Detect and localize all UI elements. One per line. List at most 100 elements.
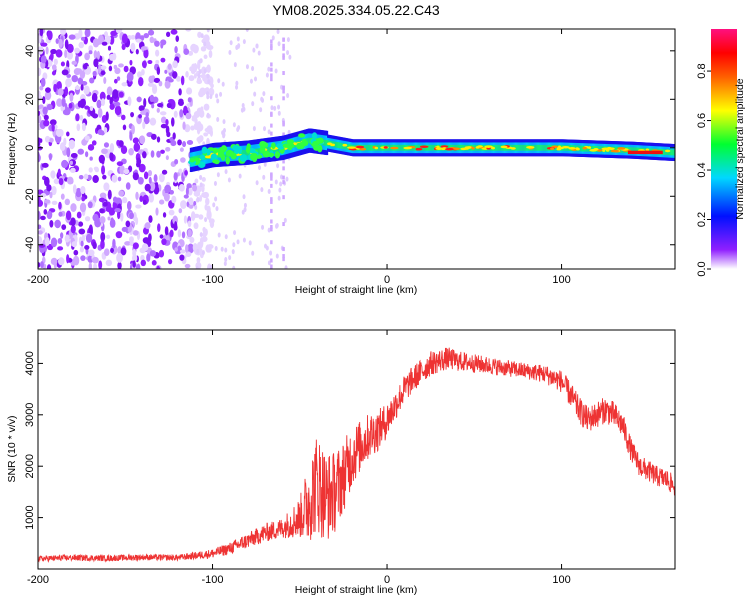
noise-speck xyxy=(184,170,188,176)
noise-speck xyxy=(224,247,228,253)
noise-speck xyxy=(115,231,123,239)
noise-speck xyxy=(114,101,121,107)
signal-hotspot xyxy=(347,146,357,149)
noise-streak xyxy=(270,131,273,136)
noise-speck xyxy=(183,194,189,199)
noise-speck xyxy=(66,176,74,185)
noise-speck xyxy=(214,245,218,251)
noise-speck xyxy=(203,41,207,47)
noise-speck xyxy=(108,53,115,61)
noise-speck xyxy=(100,239,105,250)
noise-speck xyxy=(286,50,290,56)
noise-speck xyxy=(116,161,124,167)
noise-speck xyxy=(81,98,86,107)
noise-speck xyxy=(263,161,267,167)
noise-speck xyxy=(132,172,139,181)
signal-blotch xyxy=(277,143,285,150)
signal-blotch xyxy=(286,142,295,149)
noise-speck xyxy=(157,223,161,233)
noise-speck xyxy=(94,167,100,173)
noise-speck xyxy=(126,71,134,82)
noise-speck xyxy=(130,42,136,52)
noise-speck xyxy=(180,200,187,209)
signal-blotch xyxy=(217,150,225,158)
noise-speck xyxy=(144,183,151,192)
noise-speck xyxy=(156,107,160,113)
noise-speck xyxy=(163,192,170,202)
noise-speck xyxy=(165,155,169,161)
x-tick-label: 0 xyxy=(384,574,390,586)
noise-streak xyxy=(282,89,285,94)
noise-speck xyxy=(158,173,165,183)
noise-speck xyxy=(148,233,152,242)
noise-speck xyxy=(71,60,77,65)
noise-speck xyxy=(165,146,171,152)
noise-speck xyxy=(205,197,210,206)
noise-speck xyxy=(160,123,168,129)
noise-speck xyxy=(197,73,201,79)
noise-speck xyxy=(208,87,215,97)
noise-speck xyxy=(200,106,204,113)
noise-speck xyxy=(50,237,58,248)
noise-speck xyxy=(245,64,249,70)
noise-speck xyxy=(137,177,144,185)
noise-speck xyxy=(93,262,97,269)
noise-speck xyxy=(76,211,82,219)
noise-speck xyxy=(206,64,211,73)
noise-speck xyxy=(146,253,151,262)
noise-speck xyxy=(42,96,46,105)
noise-speck xyxy=(258,165,262,171)
noise-speck xyxy=(56,81,61,89)
noise-speck xyxy=(216,98,220,104)
noise-speck xyxy=(198,135,204,142)
noise-speck xyxy=(88,249,95,257)
noise-speck xyxy=(46,184,52,192)
noise-speck xyxy=(126,201,132,211)
noise-speck xyxy=(171,195,177,204)
noise-speck xyxy=(209,94,213,100)
noise-speck xyxy=(71,241,78,248)
noise-speck xyxy=(161,238,167,246)
noise-speck xyxy=(62,109,70,116)
noise-speck xyxy=(148,193,155,203)
noise-speck xyxy=(96,99,102,109)
noise-speck xyxy=(188,187,193,196)
noise-speck xyxy=(168,209,175,216)
noise-speck xyxy=(153,174,158,183)
noise-speck xyxy=(179,254,185,261)
snr-plot-area xyxy=(38,347,675,563)
noise-speck xyxy=(185,251,192,258)
snr-series-line xyxy=(38,347,675,563)
noise-speck xyxy=(61,69,69,76)
noise-speck xyxy=(168,78,174,83)
signal-hotspot xyxy=(440,145,449,148)
noise-streak xyxy=(282,53,285,58)
noise-speck xyxy=(222,119,226,125)
noise-speck xyxy=(233,230,237,236)
noise-speck xyxy=(132,137,139,144)
noise-speck xyxy=(70,153,78,158)
noise-speck xyxy=(97,107,103,118)
noise-speck xyxy=(278,187,282,193)
noise-speck xyxy=(254,76,258,82)
noise-streak xyxy=(282,180,285,185)
noise-speck xyxy=(50,49,57,55)
noise-speck xyxy=(213,180,217,186)
noise-speck xyxy=(121,82,128,87)
noise-speck xyxy=(115,29,123,34)
noise-speck xyxy=(143,97,147,108)
noise-speck xyxy=(64,86,69,97)
noise-speck xyxy=(66,131,70,137)
noise-speck xyxy=(131,254,138,262)
noise-speck xyxy=(121,43,126,51)
noise-speck xyxy=(64,234,70,243)
noise-speck xyxy=(199,195,203,202)
noise-speck xyxy=(209,220,215,229)
noise-speck xyxy=(100,98,106,106)
noise-speck xyxy=(116,76,121,81)
noise-streak xyxy=(270,240,273,245)
noise-speck xyxy=(148,215,153,223)
x-tick-label: -200 xyxy=(27,274,49,286)
